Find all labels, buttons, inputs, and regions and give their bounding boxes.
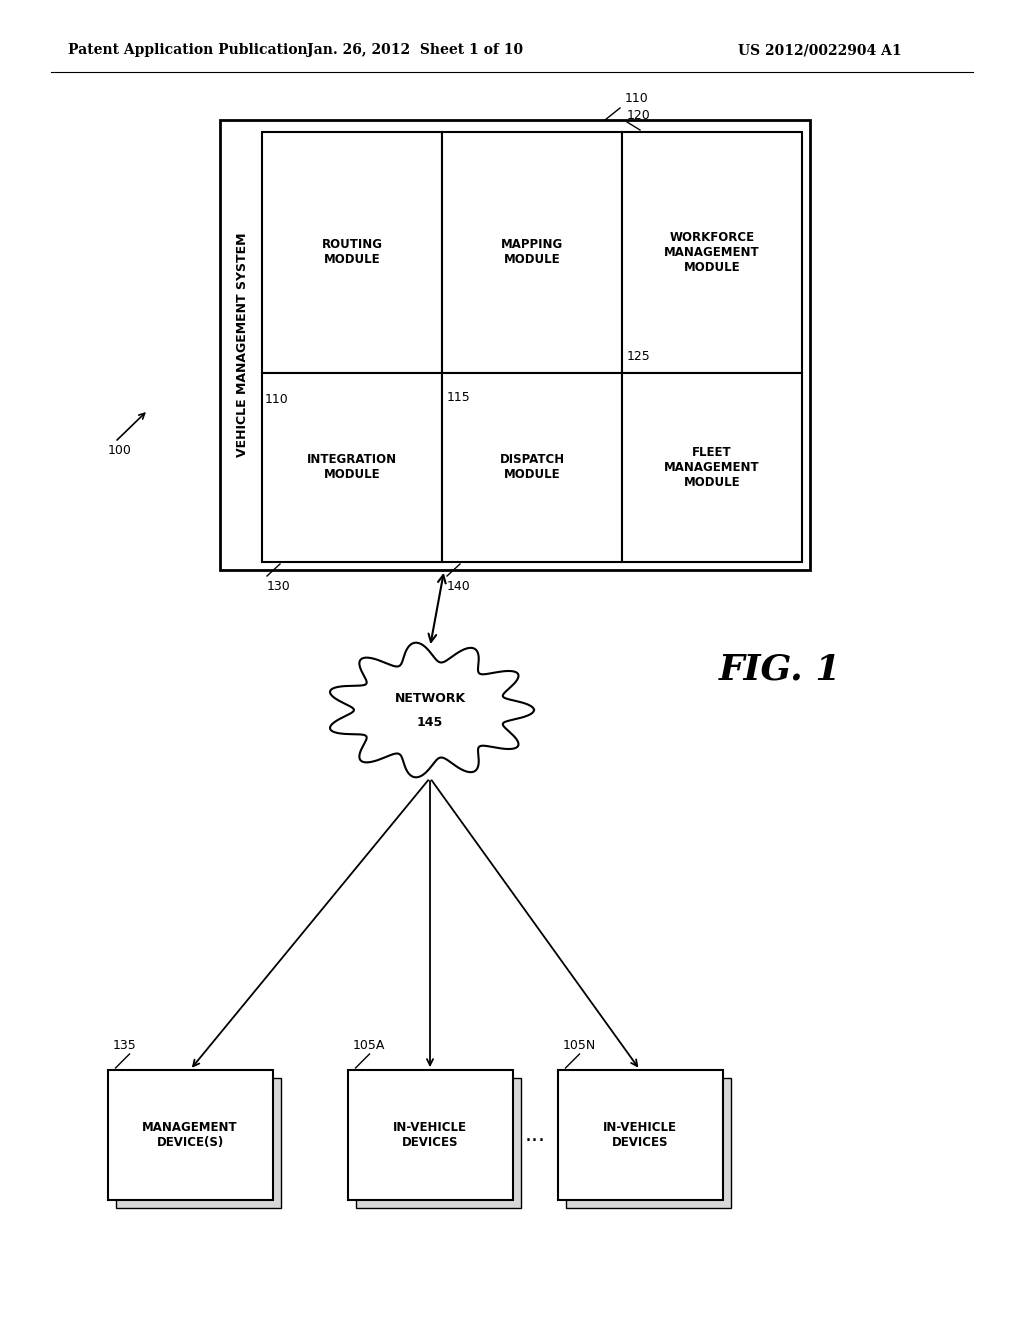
Text: WORKFORCE
MANAGEMENT
MODULE: WORKFORCE MANAGEMENT MODULE (665, 231, 760, 273)
Bar (116, 1078, 281, 1208)
Text: 110: 110 (625, 92, 649, 106)
Bar (622, 132, 802, 372)
Text: IN-VEHICLE
DEVICES: IN-VEHICLE DEVICES (603, 1121, 677, 1148)
Text: ROUTING
MODULE: ROUTING MODULE (322, 239, 383, 267)
Text: 120: 120 (627, 110, 650, 121)
Bar (347, 1071, 512, 1200)
Text: VEHICLE MANAGEMENT SYSTEM: VEHICLE MANAGEMENT SYSTEM (236, 232, 249, 457)
Text: 130: 130 (267, 579, 291, 593)
Text: US 2012/0022904 A1: US 2012/0022904 A1 (738, 44, 902, 57)
Text: DISPATCH
MODULE: DISPATCH MODULE (500, 453, 564, 482)
Text: NETWORK: NETWORK (394, 692, 466, 705)
Bar (355, 1078, 520, 1208)
Polygon shape (330, 643, 534, 777)
Text: 140: 140 (447, 579, 471, 593)
Text: 100: 100 (108, 444, 132, 457)
Text: 135: 135 (113, 1039, 136, 1052)
Bar (262, 132, 442, 372)
Bar (108, 1071, 272, 1200)
Bar (557, 1071, 723, 1200)
Text: Jan. 26, 2012  Sheet 1 of 10: Jan. 26, 2012 Sheet 1 of 10 (307, 44, 523, 57)
Bar (565, 1078, 730, 1208)
Text: 115: 115 (447, 391, 471, 404)
Bar (220, 120, 810, 570)
Text: 105N: 105N (562, 1039, 596, 1052)
Text: IN-VEHICLE
DEVICES: IN-VEHICLE DEVICES (393, 1121, 467, 1148)
Bar (442, 372, 622, 562)
Text: 110: 110 (265, 393, 289, 405)
Text: 105A: 105A (352, 1039, 385, 1052)
Text: FLEET
MANAGEMENT
MODULE: FLEET MANAGEMENT MODULE (665, 446, 760, 488)
Text: INTEGRATION
MODULE: INTEGRATION MODULE (307, 453, 397, 482)
Text: MANAGEMENT
DEVICE(S): MANAGEMENT DEVICE(S) (142, 1121, 238, 1148)
Text: Patent Application Publication: Patent Application Publication (68, 44, 307, 57)
Bar (442, 132, 622, 372)
Text: 125: 125 (627, 350, 650, 363)
Text: FIG. 1: FIG. 1 (719, 653, 842, 686)
Text: 145: 145 (417, 715, 443, 729)
Bar (262, 372, 442, 562)
Text: ...: ... (524, 1125, 546, 1144)
Bar (622, 372, 802, 562)
Text: MAPPING
MODULE: MAPPING MODULE (501, 239, 563, 267)
